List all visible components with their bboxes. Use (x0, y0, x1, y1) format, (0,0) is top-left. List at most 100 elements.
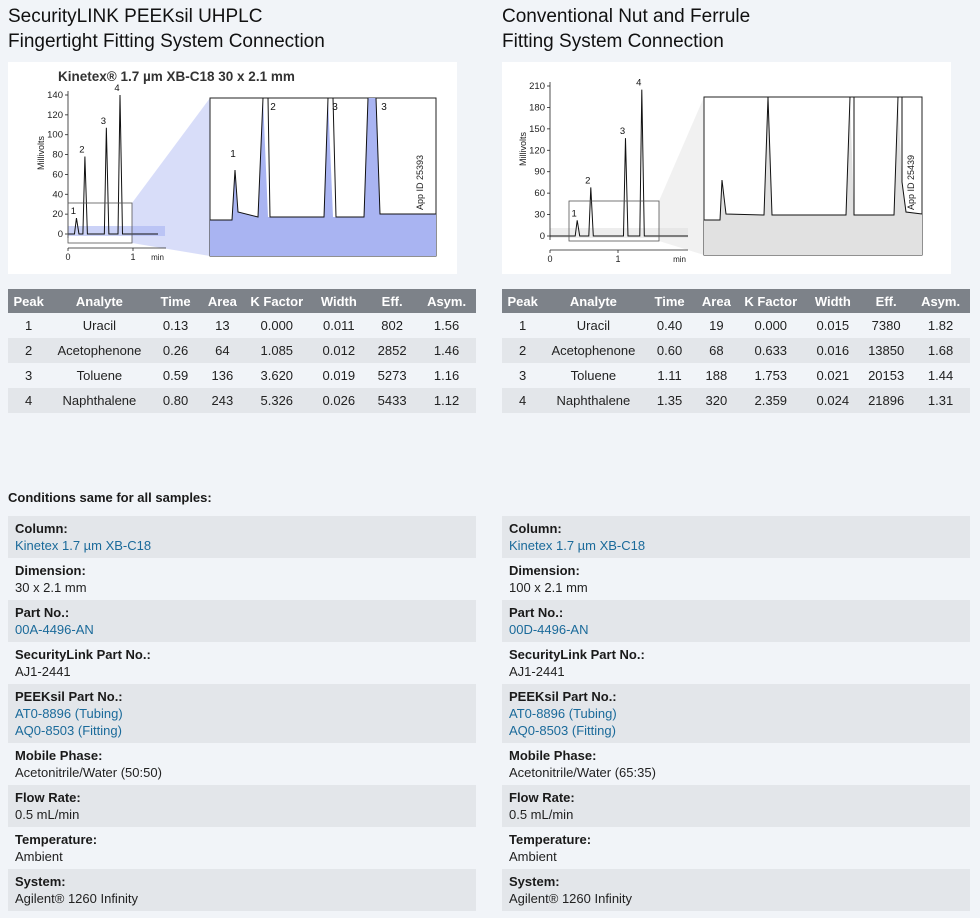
table-cell: 188 (705, 368, 728, 383)
condition-value: 30 x 2.1 mm (15, 580, 87, 595)
peak-label: 1 (572, 208, 577, 219)
peak-label: 2 (585, 175, 590, 186)
table-row: 2 Acetophenone 0.26 64 1.085 0.012 2852 1.46 (8, 338, 476, 363)
column-header: Eff. (367, 289, 418, 313)
baseline-band (550, 228, 688, 238)
table-cell: 1.68 (911, 338, 970, 363)
condition-value: Agilent® 1260 Infinity (509, 891, 633, 906)
condition-label: SecurityLink Part No.: (15, 647, 151, 662)
peak-label: 3 (620, 126, 625, 137)
y-tick-label: 120 (529, 145, 545, 156)
condition-value: Ambient (509, 849, 557, 864)
table-cell: 0.012 (310, 338, 368, 363)
table-cell: 64 (201, 338, 244, 363)
left-peak-table: Peak Analyte Time Area K Factor Width Eff. Asym… (8, 289, 476, 413)
right-title-line1: Conventional Nut and Ferrule (502, 6, 751, 27)
condition-link[interactable]: AQ0-8503 (Fitting) (509, 723, 616, 738)
column-header: Asym. (911, 289, 970, 313)
table-cell: 1.56 (433, 318, 460, 333)
column-header: K Factor (737, 289, 805, 313)
right-title-line2: Fitting System Connection (502, 31, 724, 52)
y-tick-label: 80 (52, 150, 63, 161)
condition-link[interactable]: AT0-8896 (Tubing) (15, 706, 123, 721)
x-tick-label: 0 (547, 254, 552, 264)
condition-row: System: Agilent® 1260 Infinity (8, 869, 476, 911)
table-cell: 68 (695, 338, 738, 363)
peak-label: 4 (636, 78, 641, 89)
chromatogram-trace (550, 89, 688, 237)
column-header: Time (643, 289, 696, 313)
x-tick-label: 1 (615, 254, 620, 264)
left-chromatogram: 0 20 40 60 80 100 120 140 Millivolts 0 1 min 1 2 3 4 1 2 3… (36, 83, 437, 262)
table-cell: 19 (709, 318, 724, 333)
condition-row: Dimension: 30 x 2.1 mm (8, 558, 476, 600)
table-cell: 320 (695, 388, 738, 413)
condition-label: Part No.: (509, 605, 564, 620)
table-cell: 4 (8, 388, 50, 413)
left-column: SecurityLINK PEEKsil UHPLC Fingertight F… (8, 0, 478, 413)
table-cell: 243 (201, 388, 244, 413)
condition-row: Part No.: 00D-4496-AN (502, 600, 970, 642)
condition-row: Flow Rate: 0.5 mL/min (502, 785, 970, 827)
condition-value: Acetonitrile/Water (50:50) (15, 765, 162, 780)
condition-link[interactable]: 00A-4496-AN (15, 622, 94, 637)
y-tick-label: 120 (47, 110, 63, 121)
table-cell: 3 (25, 368, 33, 383)
x-tick-label: 1 (130, 252, 135, 262)
table-cell: 2852 (367, 338, 418, 363)
condition-row: SecurityLink Part No.: AJ1-2441 (502, 642, 970, 684)
left-chart: Kinetex® 1.7 µm XB-C18 30 x 2.1 mm 0 20 40… (8, 62, 457, 274)
condition-value: Acetonitrile/Water (65:35) (509, 765, 656, 780)
condition-label: Flow Rate: (15, 790, 81, 805)
condition-link[interactable]: AQ0-8503 (Fitting) (15, 723, 122, 738)
column-header: Width (310, 289, 368, 313)
y-tick-label: 40 (52, 189, 63, 200)
baseline-band (68, 226, 165, 236)
condition-link[interactable]: Kinetex 1.7 µm XB-C18 (509, 538, 646, 553)
app-id-label: App ID 25393 (415, 155, 425, 210)
table-cell: 0.011 (323, 318, 355, 333)
condition-link[interactable]: AT0-8896 (Tubing) (509, 706, 617, 721)
condition-link[interactable]: 00D-4496-AN (509, 622, 589, 637)
condition-link[interactable]: Kinetex 1.7 µm XB-C18 (15, 538, 152, 553)
zoom-selection-box (67, 202, 133, 244)
table-cell: 0.40 (656, 318, 683, 333)
table-cell: 5.326 (243, 388, 311, 413)
condition-row: SecurityLink Part No.: AJ1-2441 (8, 642, 476, 684)
table-cell: 4 (502, 388, 544, 413)
right-chart: 0 30 60 90 120 150 180 210 Millivolts 0 1 min 1 2 3 4 Ap… (502, 62, 951, 274)
inset-peak-label: 3 (332, 102, 338, 113)
x-axis-label: min (673, 255, 686, 264)
column-header: Asym. (417, 289, 476, 313)
table-cell: 0.13 (162, 318, 189, 333)
table-cell: 0.26 (149, 338, 202, 363)
table-cell: 0.59 (162, 368, 189, 383)
zoom-connector (659, 97, 704, 255)
y-tick-label: 20 (52, 209, 63, 220)
y-tick-label: 60 (52, 169, 63, 180)
condition-label: PEEKsil Part No.: (509, 689, 617, 704)
table-cell: 1.46 (417, 338, 476, 363)
left-chart-title: Kinetex® 1.7 µm XB-C18 30 x 2.1 mm (58, 69, 295, 84)
right-title: Conventional Nut and Ferrule Fitting Sys… (502, 0, 972, 54)
condition-label: Mobile Phase: (15, 748, 103, 763)
table-cell: 1.44 (927, 368, 954, 383)
app-id-label: App ID 25439 (906, 155, 916, 210)
table-cell: 2 (502, 338, 544, 363)
inset-peak-label: 2 (270, 102, 276, 113)
table-cell: 802 (381, 318, 403, 333)
chromatogram-trace (68, 94, 158, 235)
zoom-connector (132, 98, 210, 256)
table-cell: Uracil (576, 318, 611, 333)
table-cell: 1.82 (927, 318, 954, 333)
table-cell: 20153 (868, 368, 905, 383)
condition-label: Column: (509, 521, 562, 536)
left-title: SecurityLINK PEEKsil UHPLC Fingertight F… (8, 0, 478, 54)
condition-row: Mobile Phase: Acetonitrile/Water (50:50) (8, 743, 476, 785)
column-header: K Factor (243, 289, 311, 313)
table-cell: Toluene (570, 368, 617, 383)
table-cell: 0.026 (310, 388, 368, 413)
condition-label: Temperature: (15, 832, 98, 847)
right-conditions: Column: Kinetex 1.7 µm XB-C18 Dimension: 10… (502, 516, 970, 911)
y-tick-label: 180 (529, 102, 545, 113)
